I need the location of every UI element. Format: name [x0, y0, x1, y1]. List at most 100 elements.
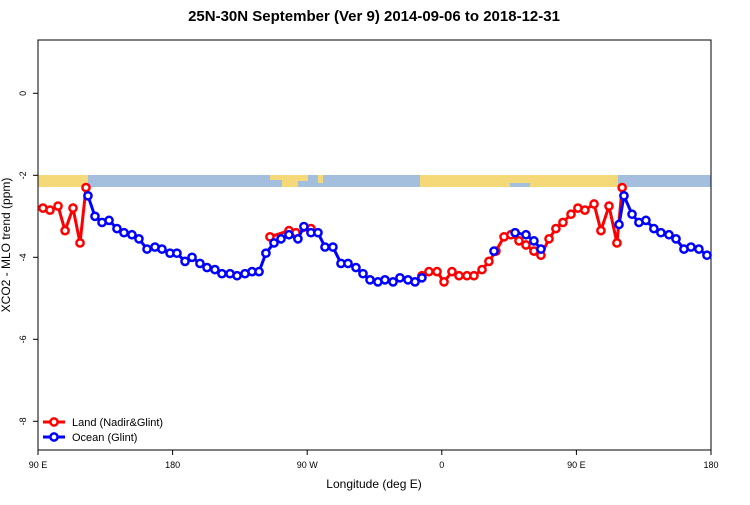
- x-tick-label: 90 E: [567, 460, 586, 470]
- point: [232, 270, 242, 281]
- point: [432, 266, 442, 277]
- point: [686, 242, 696, 252]
- x-tick-label: 180: [165, 460, 180, 470]
- point: [60, 225, 70, 236]
- series-line: [514, 231, 543, 251]
- point: [664, 229, 674, 240]
- point: [217, 268, 227, 279]
- y-tick-label: -6: [18, 335, 28, 343]
- point: [284, 229, 294, 240]
- point: [702, 250, 712, 261]
- point: [614, 219, 624, 230]
- point: [536, 244, 546, 254]
- legend-label: Land (Nadir&Glint): [72, 417, 163, 429]
- point: [142, 244, 152, 254]
- point: [521, 240, 531, 250]
- point: [566, 209, 576, 220]
- point: [604, 201, 614, 211]
- point: [254, 266, 264, 277]
- point: [53, 201, 63, 211]
- point: [81, 182, 91, 193]
- map-strip: [38, 175, 711, 187]
- point: [299, 221, 309, 232]
- plot-frame: [37, 39, 712, 451]
- y-tick-label: -8: [18, 417, 28, 425]
- point: [75, 238, 85, 248]
- y-tick-label: -4: [18, 253, 28, 261]
- point: [127, 229, 137, 240]
- point: [157, 244, 167, 254]
- chart-title: 25N-30N September (Ver 9) 2014-09-06 to …: [188, 8, 560, 25]
- point: [395, 272, 405, 283]
- legend-marker: [49, 432, 59, 442]
- point: [447, 266, 457, 277]
- point: [641, 215, 651, 226]
- y-axis-label: XCO2 - MLO trend (ppm): [0, 178, 13, 313]
- point: [269, 238, 279, 248]
- y-tick-label: 0: [18, 91, 28, 96]
- point: [195, 258, 205, 269]
- point: [320, 242, 330, 252]
- point: [187, 252, 197, 263]
- point: [627, 209, 637, 220]
- point: [313, 227, 323, 238]
- point: [172, 248, 182, 259]
- point: [521, 229, 531, 240]
- point: [343, 258, 353, 269]
- point: [180, 256, 190, 267]
- point: [210, 264, 220, 275]
- point: [671, 234, 681, 244]
- x-axis-label: Longitude (deg E): [326, 477, 421, 491]
- point: [656, 227, 666, 238]
- point: [112, 223, 122, 234]
- point: [612, 238, 622, 248]
- point: [45, 205, 55, 215]
- point: [469, 270, 479, 281]
- point: [261, 248, 271, 259]
- point: [529, 236, 539, 246]
- point: [694, 244, 704, 254]
- x-tick-label: 0: [439, 460, 444, 470]
- point: [514, 236, 524, 246]
- point: [119, 227, 129, 238]
- point: [83, 190, 93, 201]
- point: [484, 256, 494, 267]
- point: [293, 234, 303, 244]
- point: [90, 211, 100, 222]
- y-tick-label: -2: [18, 171, 28, 179]
- point: [619, 190, 629, 201]
- point: [351, 262, 361, 273]
- point: [365, 275, 375, 285]
- point: [544, 234, 554, 244]
- point: [104, 215, 114, 226]
- point: [558, 217, 568, 228]
- point: [439, 277, 449, 287]
- point: [617, 182, 628, 193]
- legend-label: Ocean (Glint): [72, 432, 137, 444]
- point: [477, 264, 487, 275]
- point: [596, 225, 606, 236]
- point: [380, 275, 390, 285]
- point: [410, 277, 420, 287]
- point: [649, 223, 659, 234]
- x-tick-label: 90 W: [297, 460, 319, 470]
- point: [202, 262, 212, 273]
- point: [68, 203, 78, 213]
- point: [276, 234, 286, 244]
- point: [424, 266, 434, 277]
- x-tick-label: 90 E: [29, 460, 48, 470]
- x-tick-label: 180: [703, 460, 718, 470]
- point: [551, 223, 561, 234]
- legend-marker: [49, 417, 59, 427]
- point: [134, 234, 144, 244]
- point: [589, 199, 599, 209]
- point: [489, 246, 499, 256]
- point: [454, 270, 464, 281]
- point: [358, 268, 368, 279]
- point: [328, 242, 338, 252]
- point: [510, 227, 520, 238]
- point: [388, 277, 398, 287]
- point: [417, 272, 427, 283]
- point: [580, 205, 590, 215]
